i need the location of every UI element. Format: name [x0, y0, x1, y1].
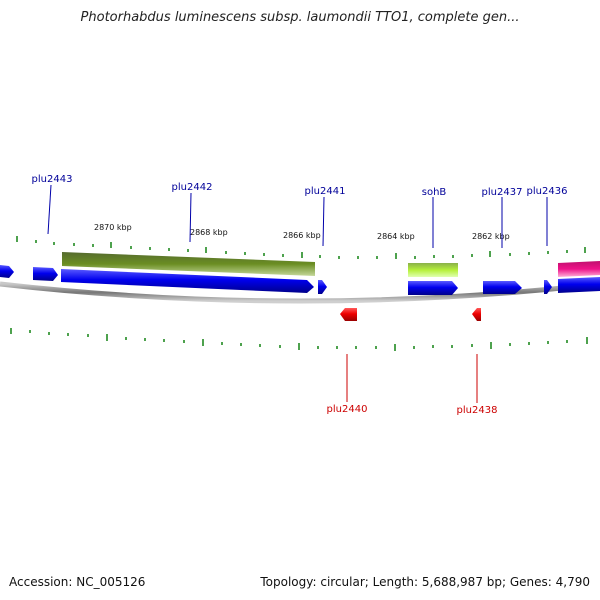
gene-arrow-plu2437[interactable]	[483, 281, 522, 294]
reverse-genes	[340, 308, 481, 321]
leader-line-plu2443	[47, 184, 52, 235]
tick-row-top	[16, 236, 586, 259]
gene-labels-forward: plu2443 plu2442 plu2441 sohB plu2437 plu…	[32, 174, 568, 198]
feature-bar-olive	[62, 252, 315, 276]
gene-arrow-forward[interactable]	[558, 277, 600, 293]
accession-text: Accession: NC_005126	[9, 575, 146, 589]
gene-labels-reverse: plu2440 plu2438	[327, 404, 498, 416]
leader-line-plu2441	[322, 196, 325, 247]
map-title: Photorhabdus luminescens subsp. laumondi…	[80, 10, 520, 25]
kbp-label: 2866 kbp	[283, 231, 321, 240]
gene-arrow-forward[interactable]	[0, 265, 14, 278]
gene-label-plu2438[interactable]: plu2438	[457, 405, 498, 416]
kbp-scale-labels: 2870 kbp 2868 kbp 2866 kbp 2864 kbp 2862…	[94, 223, 510, 241]
gene-label-plu2436[interactable]: plu2436	[527, 186, 568, 197]
label-leaders-forward	[47, 184, 548, 248]
leader-line-plu2442	[189, 192, 192, 243]
gene-arrow-plu2442[interactable]	[61, 269, 314, 293]
label-leaders-reverse	[346, 354, 478, 403]
genome-summary-text: Topology: circular; Length: 5,688,987 bp…	[260, 575, 590, 589]
gene-label-plu2437[interactable]: plu2437	[482, 187, 523, 198]
kbp-label: 2864 kbp	[377, 232, 415, 241]
gene-arrow-plu2441[interactable]	[318, 280, 327, 294]
forward-genes	[0, 265, 600, 295]
gene-arrow-sohB[interactable]	[408, 281, 458, 295]
gene-arrow-forward[interactable]	[33, 267, 58, 281]
gene-label-plu2440[interactable]: plu2440	[327, 404, 368, 415]
gene-label-sohB[interactable]: sohB	[422, 187, 447, 198]
gene-label-plu2441[interactable]: plu2441	[305, 186, 346, 197]
feature-bar-lime	[408, 263, 458, 277]
kbp-label: 2868 kbp	[190, 228, 228, 237]
kbp-label: 2862 kbp	[472, 232, 510, 241]
kbp-label: 2870 kbp	[94, 223, 132, 232]
gene-arrow-plu2440[interactable]	[340, 308, 357, 321]
tick-row-bottom	[10, 328, 588, 351]
gene-arrow-plu2438[interactable]	[472, 308, 481, 321]
gene-label-plu2442[interactable]: plu2442	[172, 182, 213, 193]
gene-label-plu2443[interactable]: plu2443	[32, 174, 73, 185]
feature-bar-magenta	[558, 261, 600, 277]
gene-arrow-plu2436[interactable]	[544, 280, 552, 294]
